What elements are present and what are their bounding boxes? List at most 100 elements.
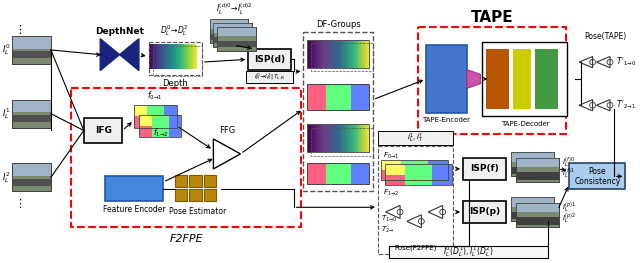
Bar	[326, 40, 328, 68]
Bar	[326, 84, 351, 110]
Bar	[333, 40, 334, 68]
Bar	[349, 124, 350, 152]
Bar	[12, 51, 51, 58]
Text: $F_{0\!\rightarrow\!1}$: $F_{0\!\rightarrow\!1}$	[383, 151, 399, 161]
Bar	[349, 40, 350, 68]
Bar	[351, 163, 369, 184]
Bar	[152, 44, 154, 69]
Text: ISP(d): ISP(d)	[254, 55, 285, 64]
Bar	[194, 44, 195, 69]
Bar	[213, 23, 252, 47]
Bar	[315, 124, 316, 152]
Bar	[336, 124, 337, 152]
Bar	[353, 124, 354, 152]
Bar	[352, 124, 353, 152]
Bar	[324, 40, 326, 68]
Bar	[12, 100, 51, 128]
Bar	[381, 160, 449, 180]
Bar	[168, 44, 169, 69]
Bar	[189, 175, 202, 187]
Bar	[195, 44, 196, 69]
Bar	[192, 44, 193, 69]
Bar	[381, 160, 401, 170]
Bar	[311, 128, 373, 156]
Bar	[186, 44, 188, 69]
Text: ISP(p): ISP(p)	[468, 208, 500, 216]
Bar	[152, 115, 169, 137]
Bar	[516, 158, 559, 182]
Bar	[165, 44, 166, 69]
Text: ISP(f): ISP(f)	[470, 164, 499, 173]
Text: Pose(TAPE): Pose(TAPE)	[584, 32, 626, 41]
Bar	[351, 84, 369, 110]
Bar	[353, 40, 354, 68]
Bar	[12, 163, 51, 191]
Text: $f_{0\!\rightarrow\!1}$: $f_{0\!\rightarrow\!1}$	[147, 90, 163, 102]
Bar	[336, 40, 337, 68]
Bar	[196, 44, 197, 69]
Bar	[364, 124, 365, 152]
Bar	[367, 124, 368, 152]
Bar	[173, 44, 175, 69]
Bar	[419, 27, 566, 134]
Bar	[330, 124, 332, 152]
Bar	[307, 84, 369, 110]
Bar	[432, 164, 452, 185]
Bar	[177, 44, 179, 69]
Bar	[339, 124, 340, 152]
Bar	[368, 40, 369, 68]
Bar	[351, 40, 352, 68]
Bar	[307, 84, 369, 110]
Bar	[161, 44, 162, 69]
Bar	[390, 246, 548, 258]
Bar	[12, 179, 51, 186]
Bar	[315, 40, 316, 68]
Bar	[463, 201, 506, 223]
Bar	[366, 40, 367, 68]
Bar	[516, 158, 559, 182]
Bar	[351, 124, 352, 152]
Bar	[157, 44, 158, 69]
Bar	[322, 124, 323, 152]
Bar	[352, 40, 353, 68]
Bar	[338, 40, 339, 68]
Bar	[346, 40, 347, 68]
Bar	[332, 124, 333, 152]
Text: Feature Encoder: Feature Encoder	[103, 205, 165, 214]
Bar	[511, 167, 554, 174]
Text: $I_L^2$: $I_L^2$	[2, 170, 10, 185]
Bar	[148, 44, 150, 69]
Bar	[483, 42, 568, 117]
Bar	[328, 124, 330, 152]
Bar	[381, 160, 449, 180]
Bar	[319, 40, 320, 68]
Bar	[334, 40, 335, 68]
Bar	[313, 40, 314, 68]
Bar	[332, 40, 333, 68]
Bar	[160, 44, 161, 69]
Bar	[516, 203, 559, 227]
Bar	[347, 124, 348, 152]
Bar	[175, 189, 188, 201]
Bar	[360, 40, 362, 68]
Text: $T_{1\!\rightarrow\!0}$: $T_{1\!\rightarrow\!0}$	[381, 214, 397, 224]
Bar	[516, 203, 559, 227]
Text: TAPE: TAPE	[470, 10, 513, 25]
Bar	[334, 124, 335, 152]
Bar	[345, 40, 346, 68]
Text: $T'_{1\!\rightarrow\!0}$: $T'_{1\!\rightarrow\!0}$	[616, 56, 636, 68]
Bar	[335, 124, 336, 152]
Text: $I_L^{(d)0}\!\rightarrow\!I_L^{(d)2}$: $I_L^{(d)0}\!\rightarrow\!I_L^{(d)2}$	[216, 2, 252, 17]
Bar	[350, 40, 351, 68]
Text: Depth: Depth	[162, 79, 188, 88]
Bar	[345, 124, 346, 152]
Bar	[385, 164, 405, 175]
Bar	[344, 40, 345, 68]
Bar	[309, 40, 310, 68]
Bar	[426, 45, 467, 113]
Bar	[154, 46, 202, 76]
Bar	[360, 124, 362, 152]
Bar	[534, 49, 558, 109]
Bar	[333, 124, 334, 152]
Bar	[307, 163, 369, 184]
